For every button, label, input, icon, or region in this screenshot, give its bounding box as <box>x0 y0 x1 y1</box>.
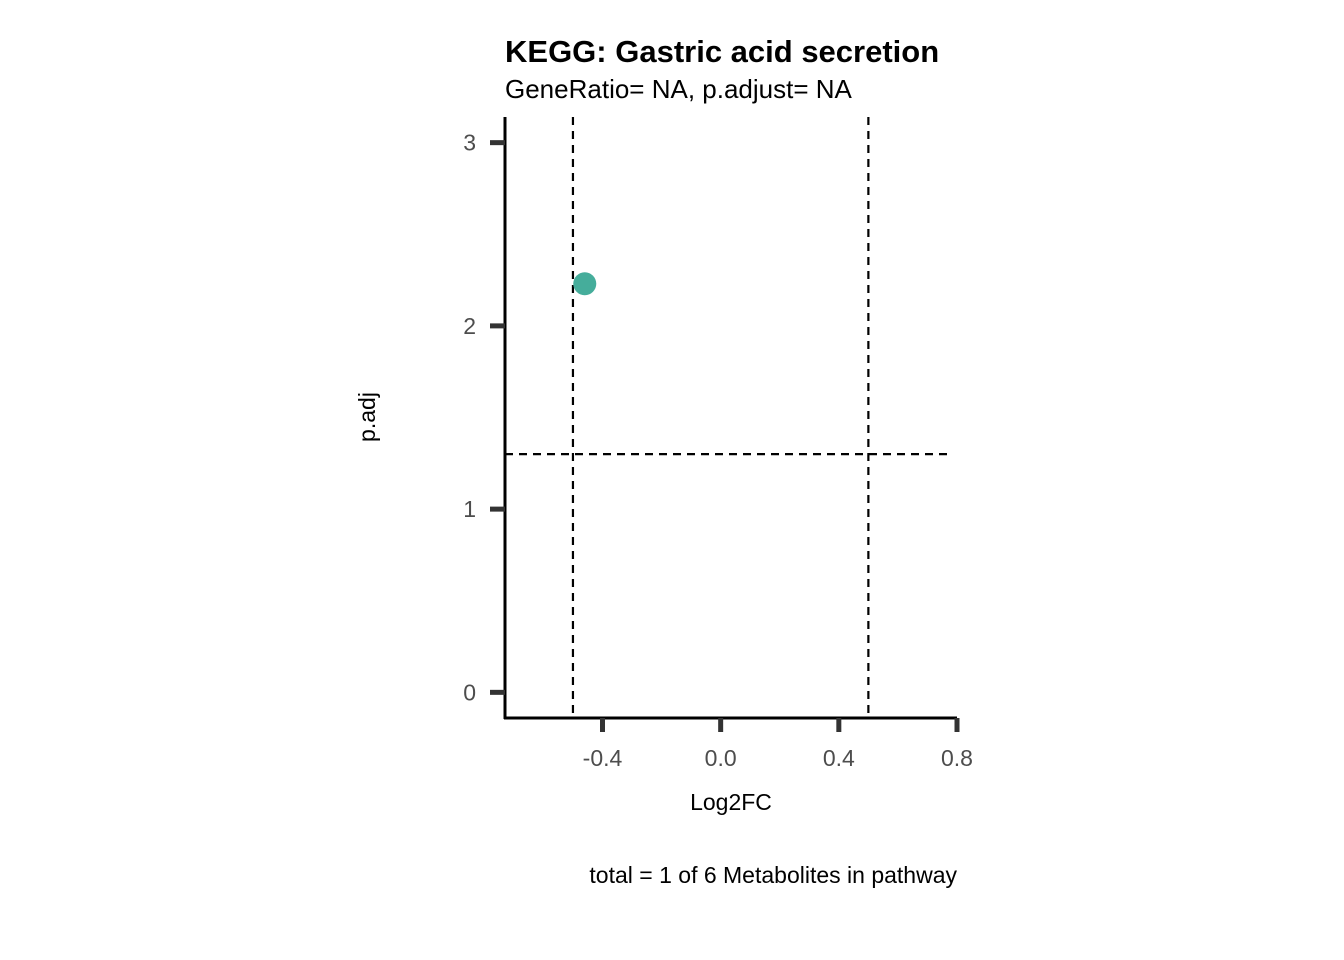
y-tick-label: 3 <box>463 130 476 156</box>
x-tick-label: 0.4 <box>823 745 855 771</box>
chart-title: KEGG: Gastric acid secretion <box>505 34 939 69</box>
x-tick-label: -0.4 <box>583 745 623 771</box>
chart-subtitle: GeneRatio= NA, p.adjust= NA <box>505 74 853 104</box>
y-tick-label: 0 <box>463 679 476 705</box>
data-point <box>573 272 597 296</box>
x-tick-label: 0.8 <box>941 745 973 771</box>
chart-caption: total = 1 of 6 Metabolites in pathway <box>589 862 957 888</box>
axes: -0.4 0.0 0.4 0.8 0 1 2 3 <box>463 117 973 771</box>
y-axis-label: p.adj <box>354 392 380 442</box>
data-points <box>573 272 597 296</box>
x-axis-label: Log2FC <box>690 789 772 815</box>
y-tick-label: 2 <box>463 313 476 339</box>
x-tick-label: 0.0 <box>705 745 737 771</box>
reference-lines <box>505 117 949 718</box>
y-tick-label: 1 <box>463 496 476 522</box>
